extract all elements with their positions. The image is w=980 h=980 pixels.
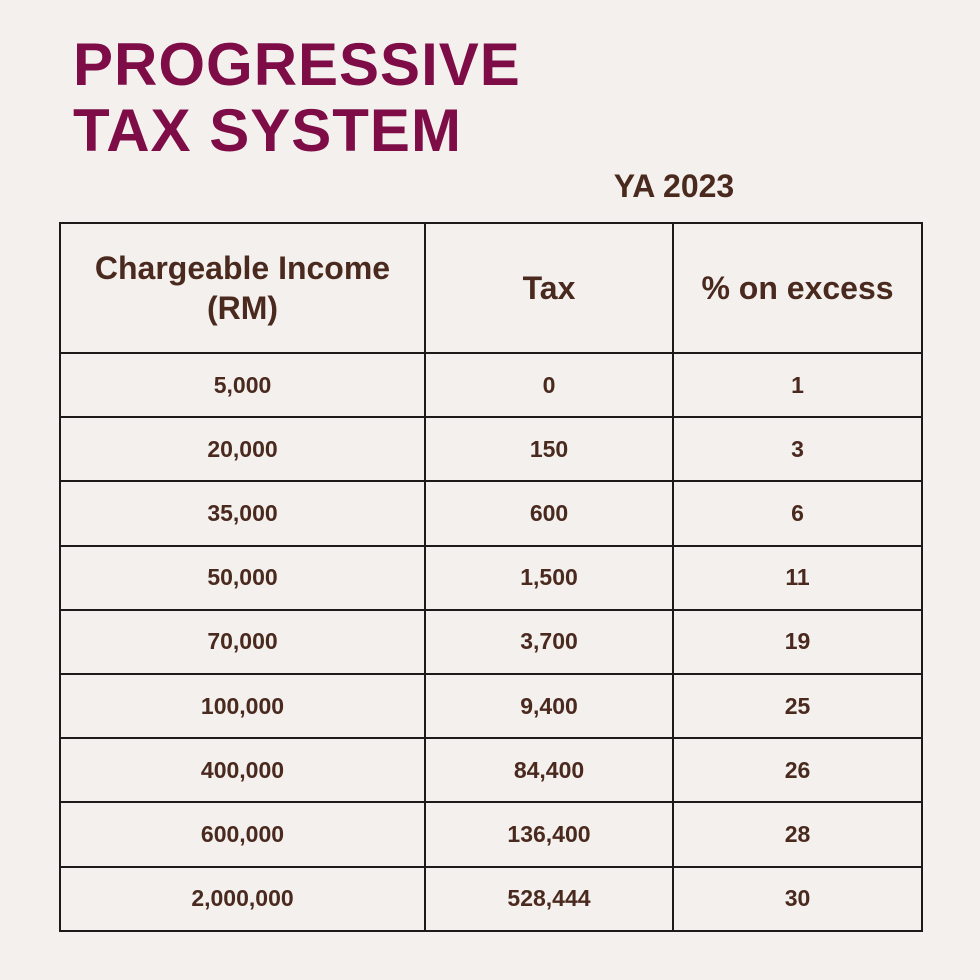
table-cell: 3 [672,416,923,483]
table-cell: 2,000,000 [59,865,426,932]
table-row: 70,000 3,700 19 [59,608,923,675]
table-row: 20,000 150 3 [59,416,923,483]
table-row: 400,000 84,400 26 [59,737,923,804]
tax-table: Chargeable Income (RM) Tax% on excess 5,0… [59,222,923,932]
column-header: Chargeable Income (RM) [59,222,426,354]
table-cell: 26 [672,737,923,804]
table-cell: 6 [672,480,923,547]
table-cell: 1,500 [424,544,674,611]
table-cell: 3,700 [424,608,674,675]
table-cell: 5,000 [59,351,426,419]
table-cell: 35,000 [59,480,426,547]
table-cell: 100,000 [59,672,426,740]
table-cell: 25 [672,672,923,740]
table-cell: 600,000 [59,801,426,868]
table-cell: 20,000 [59,416,426,483]
subtitle: YA 2023 [613,168,735,204]
header-row: Chargeable Income (RM) Tax% on excess [59,222,923,354]
table-cell: 30 [672,865,923,932]
table-cell: 28 [672,801,923,868]
title-line: PROGRESSIVE [73,31,521,98]
table-cell: 19 [672,608,923,675]
table-cell: 150 [424,416,674,483]
table-row: 5,000 0 1 [59,351,923,419]
table-row: 600,000 136,400 28 [59,801,923,868]
table-cell: 50,000 [59,544,426,611]
table-cell: 70,000 [59,608,426,675]
table-cell: 600 [424,480,674,547]
table-cell: 84,400 [424,737,674,804]
table-row: 35,000 600 6 [59,480,923,547]
title: PROGRESSIVE TAX SYSTEM [73,32,521,164]
table-cell: 136,400 [424,801,674,868]
column-header: Tax [424,222,674,354]
table-row: 50,000 1,500 11 [59,544,923,611]
table-cell: 9,400 [424,672,674,740]
table-cell: 0 [424,351,674,419]
table-cell: 11 [672,544,923,611]
table-row: 2,000,000 528,444 30 [59,865,923,932]
table-row: 100,000 9,400 25 [59,672,923,740]
table-cell: 1 [672,351,923,419]
table-cell: 528,444 [424,865,674,932]
column-header: % on excess [672,222,923,354]
title-line: TAX SYSTEM [73,97,462,164]
table-cell: 400,000 [59,737,426,804]
